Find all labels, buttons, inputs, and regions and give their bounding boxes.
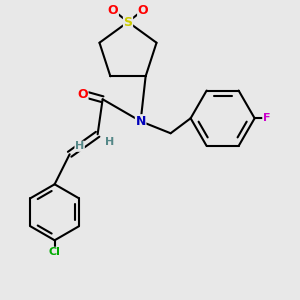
Text: N: N	[135, 115, 146, 128]
Text: Cl: Cl	[49, 247, 61, 257]
Text: O: O	[77, 88, 88, 101]
Text: F: F	[263, 113, 270, 123]
Text: H: H	[75, 141, 84, 151]
Text: O: O	[138, 4, 148, 16]
Text: H: H	[105, 137, 114, 147]
Text: S: S	[124, 16, 133, 28]
Text: O: O	[108, 4, 118, 16]
